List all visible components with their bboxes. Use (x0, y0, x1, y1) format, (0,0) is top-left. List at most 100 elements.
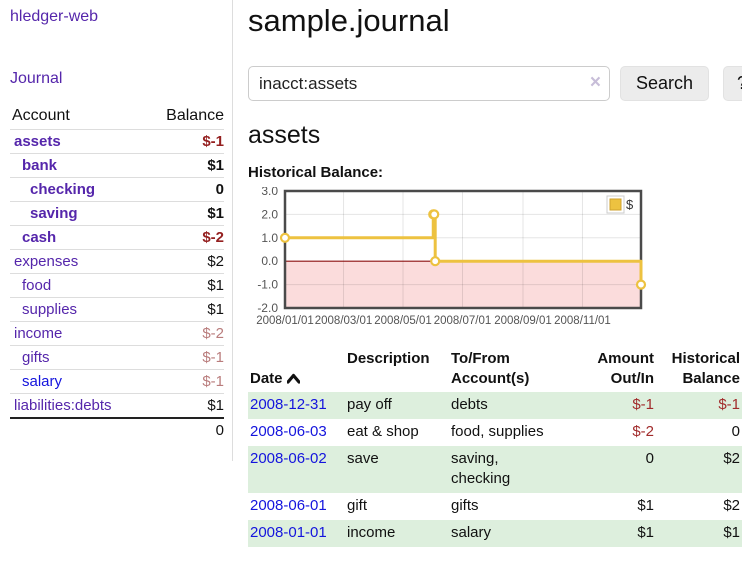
help-button[interactable]: ? (723, 66, 742, 101)
account-row: food $1 (10, 273, 224, 298)
account-title: assets (248, 121, 321, 149)
transaction-balance: $2 (723, 497, 740, 514)
register-body: 2008-12-31 pay off debts $-1 $-1 2008-06-03 ea… (248, 392, 742, 547)
account-balance: $1 (207, 277, 224, 294)
account-link-supplies[interactable]: supplies (22, 301, 78, 318)
svg-text:$: $ (626, 197, 634, 212)
register-row: 2008-06-02 save saving, checking 0 $2 (248, 446, 742, 493)
transaction-date-link[interactable]: 2008-12-31 (250, 396, 327, 413)
transaction-amount: $1 (637, 497, 654, 514)
transaction-description: eat & shop (347, 423, 419, 440)
svg-text:-1.0: -1.0 (257, 278, 278, 292)
svg-text:2008/03/01: 2008/03/01 (315, 315, 373, 327)
date-header-label: Date (250, 370, 283, 387)
balance-column-header: Balance (166, 107, 224, 124)
account-row: assets $-1 (10, 129, 224, 154)
account-row: saving $1 (10, 201, 224, 226)
account-balance: $-2 (202, 229, 224, 246)
account-row: gifts $-1 (10, 345, 224, 370)
transaction-amount: 0 (645, 450, 654, 467)
transaction-balance: $2 (723, 450, 740, 467)
account-link-liabilities-debts[interactable]: liabilities:debts (14, 397, 112, 414)
account-link-saving[interactable]: saving (30, 205, 78, 222)
account-link-checking[interactable]: checking (30, 181, 96, 198)
transaction-balance: $-1 (718, 396, 740, 413)
register-row: 2008-01-01 income salary $1 $1 (248, 520, 742, 547)
transaction-description: income (347, 524, 396, 541)
page-title: sample.journal (248, 3, 450, 38)
svg-text:0.0: 0.0 (261, 254, 278, 268)
transaction-amount: $-2 (632, 423, 654, 440)
account-link-assets[interactable]: assets (14, 133, 61, 150)
account-row: income $-2 (10, 321, 224, 346)
total-spacer (10, 418, 145, 443)
account-link-salary[interactable]: salary (22, 373, 63, 390)
svg-text:3.0: 3.0 (261, 187, 278, 198)
balance-column-header-register: Historical Balance (671, 350, 740, 387)
description-column-header: Description (347, 350, 430, 367)
transaction-date-link[interactable]: 2008-06-03 (250, 423, 327, 440)
account-balance: 0 (215, 181, 224, 198)
transaction-date-link[interactable]: 2008-06-02 (250, 450, 327, 467)
account-row: expenses $2 (10, 249, 224, 274)
account-balance: $-1 (202, 349, 224, 366)
register-row: 2008-06-01 gift gifts $1 $2 (248, 493, 742, 520)
account-tree: Account Balance assets $-1 bank $1 checking 0… (10, 104, 224, 443)
search-input[interactable] (248, 66, 610, 101)
chart-label: Historical Balance: (248, 164, 384, 181)
total-balance: 0 (215, 422, 224, 439)
transaction-amount: $1 (637, 524, 654, 541)
account-row: salary $-1 (10, 369, 224, 394)
account-balance: $1 (207, 301, 224, 318)
sidebar-item-journal[interactable]: Journal (10, 70, 63, 87)
clear-search-icon[interactable]: × (589, 72, 601, 93)
transaction-accounts: saving, checking (451, 450, 511, 487)
sort-ascending-icon (285, 370, 301, 390)
account-balance: $-1 (202, 373, 224, 390)
historical-balance-chart: $3.0 2.0 1.0 0.0 -1.0 -2.0 2008/01/01 2008/03/0… (248, 184, 742, 337)
svg-text:2008/11/01: 2008/11/01 (554, 315, 611, 327)
transaction-accounts: debts (451, 396, 488, 413)
transaction-amount: $-1 (632, 396, 654, 413)
account-link-income[interactable]: income (14, 325, 63, 342)
accounts-column-header: To/From Account(s) (451, 350, 530, 387)
svg-text:2.0: 2.0 (261, 207, 278, 221)
account-link-food[interactable]: food (22, 277, 52, 294)
account-balance: $-1 (202, 133, 224, 150)
transaction-date-link[interactable]: 2008-06-01 (250, 497, 327, 514)
amount-column-header: Amount Out/In (597, 350, 654, 387)
account-balance: $-2 (202, 325, 224, 342)
date-column-header[interactable]: Date (248, 347, 345, 392)
transaction-balance: 0 (731, 423, 740, 440)
register-row: 2008-12-31 pay off debts $-1 $-1 (248, 392, 742, 419)
app-layout: hledger-web Journal Account Balance asse… (0, 0, 742, 547)
transaction-accounts: gifts (451, 497, 479, 514)
sidebar: hledger-web Journal Account Balance asse… (0, 0, 233, 461)
account-link-expenses[interactable]: expenses (14, 253, 79, 270)
account-row: liabilities:debts $1 (10, 393, 224, 419)
account-link-bank[interactable]: bank (22, 157, 58, 174)
account-row: supplies $1 (10, 297, 224, 322)
search-form: × Search ? (248, 66, 742, 101)
account-link-gifts[interactable]: gifts (22, 349, 50, 366)
account-column-header: Account (12, 107, 70, 124)
search-button[interactable]: Search (620, 66, 710, 101)
account-tree-body: assets $-1 bank $1 checking 0 saving $1 cash $-2 e… (10, 129, 224, 419)
account-balance: $1 (207, 157, 224, 174)
transaction-date-link[interactable]: 2008-01-01 (250, 524, 327, 541)
transaction-description: gift (347, 497, 368, 514)
account-link-cash[interactable]: cash (22, 229, 57, 246)
transaction-accounts: food, supplies (451, 423, 544, 440)
account-tree-total-row: 0 (10, 418, 224, 443)
account-row: checking 0 (10, 177, 224, 202)
account-balance: $2 (207, 253, 224, 270)
svg-text:2008/09/01: 2008/09/01 (494, 315, 552, 327)
transaction-description: save (347, 450, 379, 467)
svg-text:2008/07/01: 2008/07/01 (434, 315, 492, 327)
app-title-link[interactable]: hledger-web (10, 8, 99, 25)
transaction-accounts: salary (451, 524, 492, 541)
account-balance: $1 (207, 397, 224, 414)
register-header-row: Date Description To/From Account(s) Amou… (248, 347, 742, 392)
account-tree-header: Account Balance (10, 104, 224, 130)
